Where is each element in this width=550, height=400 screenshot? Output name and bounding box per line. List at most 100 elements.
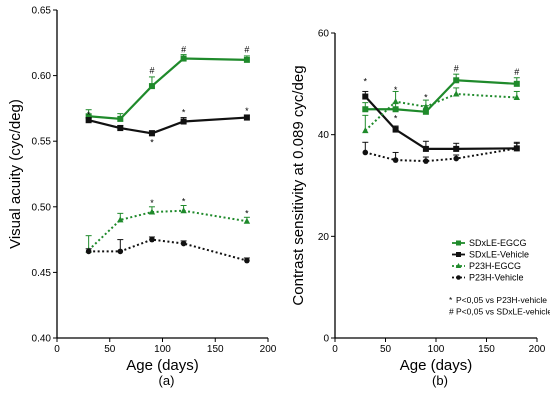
y-tick-label: 40	[318, 130, 330, 141]
significance-marker: #	[149, 65, 154, 75]
significance-marker: *	[245, 208, 249, 218]
note-symbol: *	[449, 295, 453, 305]
data-point	[362, 149, 369, 156]
data-point	[148, 83, 155, 90]
note-text: P<0,05 vs SDxLE-vehicle	[456, 307, 550, 317]
data-point	[392, 106, 399, 113]
significance-marker: *	[245, 106, 249, 116]
data-point	[453, 77, 460, 84]
y-tick-label: 0.50	[32, 202, 52, 213]
y-axis-title: Visual acuity (cyc/deg)	[7, 99, 24, 249]
data-point	[85, 117, 92, 124]
x-tick-label: 150	[478, 344, 495, 355]
legend-label: P23H-Vehicle	[469, 273, 524, 283]
legend-label: SDxLE-EGCG	[469, 238, 527, 248]
data-point	[180, 55, 187, 62]
series-sdxle-egcg	[362, 73, 520, 115]
data-point	[180, 118, 187, 125]
y-tick-label: 0.60	[32, 71, 52, 82]
y-tick-label: 0	[323, 334, 329, 345]
legend-swatch-marker	[456, 252, 461, 257]
y-axis-title: Contrast sensitivity at 0.089 cyc/deg	[290, 65, 307, 305]
x-tick-label: 50	[104, 344, 116, 355]
series-line	[88, 116, 247, 135]
series-line	[364, 92, 517, 132]
significance-marker: *	[364, 76, 368, 86]
y-tick-label: 20	[318, 232, 330, 243]
series-line	[364, 95, 517, 150]
significance-marker: *	[424, 93, 428, 103]
x-tick-label: 150	[207, 344, 224, 355]
legend-swatch-marker	[456, 275, 461, 280]
data-point	[243, 114, 250, 121]
series-p23h-vehicle	[85, 236, 250, 264]
y-tick-label: 0.55	[32, 137, 52, 148]
data-point	[117, 216, 124, 223]
data-point	[422, 108, 429, 115]
data-point	[117, 115, 124, 122]
x-tick-label: 200	[260, 344, 277, 355]
panel-label: (b)	[432, 373, 448, 388]
series-sdxle-vehicle	[362, 90, 520, 152]
data-point	[117, 125, 124, 132]
x-tick-label: 200	[529, 344, 546, 355]
series-p23h-egcg	[85, 204, 251, 253]
x-tick-label: 100	[154, 344, 171, 355]
data-point	[513, 80, 520, 87]
significance-marker: *	[182, 197, 186, 207]
data-point	[85, 113, 92, 120]
data-point	[392, 126, 399, 133]
data-point	[117, 248, 124, 255]
data-point	[244, 257, 250, 264]
data-point	[85, 248, 92, 255]
x-axis-title: Age (days)	[126, 357, 199, 374]
data-point	[362, 93, 369, 100]
data-point	[513, 94, 520, 101]
panel-b: 0 50 100 150 200 0 20 40 60 Age (days) Contrast se…	[290, 29, 550, 389]
significance-marker: *	[394, 85, 398, 95]
significance-marker: *	[394, 113, 398, 123]
series-line	[87, 209, 248, 251]
legend-label: P23H-EGCG	[469, 261, 521, 271]
series-sdxle-egcg	[85, 54, 250, 122]
series-sdxle-vehicle	[85, 114, 250, 137]
legend-swatch-marker	[455, 263, 462, 268]
data-point	[423, 158, 429, 164]
significance-marker: #	[181, 44, 186, 54]
significance-marker: #	[454, 64, 459, 74]
x-tick-label: 0	[54, 344, 60, 355]
legend-label: SDxLE-Vehicle	[469, 250, 529, 260]
data-point	[392, 98, 399, 105]
y-tick-label: 0.45	[32, 268, 52, 279]
x-tick-label: 50	[380, 344, 392, 355]
y-tick-label: 0.65	[32, 6, 52, 17]
y-tick-label: 60	[318, 29, 330, 40]
series-line	[365, 79, 517, 113]
series-p23h-egcg	[362, 87, 520, 134]
panel-a: 0 50 100 150 200 0.40 0.45 0.50 0.55 0.60 0.65 Age …	[7, 6, 277, 389]
data-point	[243, 56, 250, 63]
data-point	[422, 103, 430, 110]
x-tick-label: 100	[428, 344, 445, 355]
significance-marker: *	[150, 138, 154, 148]
data-point	[453, 90, 460, 97]
data-point	[514, 145, 520, 152]
panel-label: (a)	[159, 373, 175, 388]
data-point	[149, 236, 155, 243]
data-point	[148, 208, 156, 215]
note-text: P<0,05 vs P23H-vehicle	[456, 295, 547, 305]
note-symbol: #	[449, 307, 454, 317]
x-tick-label: 0	[332, 344, 338, 355]
data-point	[453, 145, 460, 152]
data-point	[148, 130, 155, 137]
data-point	[180, 240, 187, 247]
series-line	[88, 238, 248, 262]
data-point	[180, 207, 187, 214]
data-point	[392, 157, 399, 163]
data-point	[243, 217, 251, 224]
data-point	[453, 155, 460, 162]
significance-marker: *	[182, 107, 186, 117]
significance-marker: #	[514, 67, 519, 77]
